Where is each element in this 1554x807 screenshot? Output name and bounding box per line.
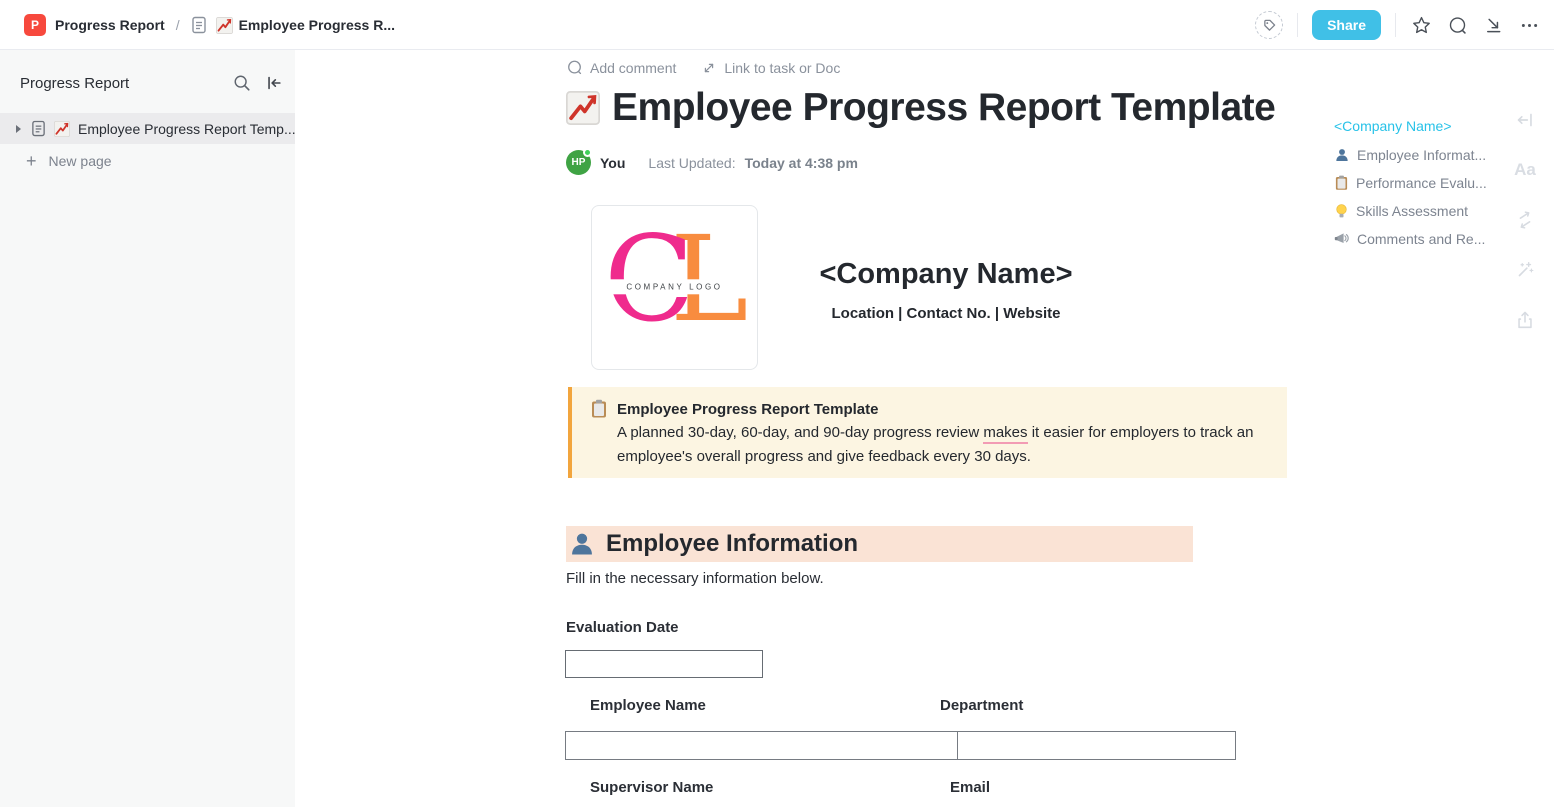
bulb-emoji-icon <box>1334 203 1349 219</box>
doc-page-icon <box>31 120 46 137</box>
outline-item-employee-information[interactable]: Employee Informat... <box>1334 147 1499 163</box>
department-field[interactable] <box>958 732 1235 759</box>
sidebar-title: Progress Report <box>20 74 130 92</box>
avatar[interactable]: HP <box>566 148 592 175</box>
share-button[interactable]: Share <box>1312 10 1381 40</box>
collapse-sidebar-icon[interactable] <box>265 74 283 92</box>
comments-icon[interactable] <box>1446 14 1468 36</box>
employee-name-label: Employee Name <box>590 697 706 714</box>
topbar-actions: Share <box>1255 0 1540 50</box>
employee-name-field[interactable] <box>566 732 958 759</box>
company-name-placeholder[interactable]: <Company Name> <box>819 258 1073 290</box>
sidebar-header: Progress Report <box>20 74 283 92</box>
sidebar-item-label: Employee Progress Report Temp... <box>78 120 295 137</box>
section-title: Employee Information <box>606 530 859 557</box>
link-to-task-button[interactable]: Link to task or Doc <box>701 60 840 76</box>
chart-increasing-icon <box>215 16 233 34</box>
chart-increasing-icon <box>566 91 600 125</box>
export-icon[interactable] <box>1513 308 1537 332</box>
company-block: <Company Name> Location | Contact No. | … <box>806 258 1086 322</box>
add-tag-button[interactable] <box>1255 11 1284 39</box>
font-settings-icon[interactable]: Aa <box>1514 160 1536 179</box>
top-bar: P Progress Report / Employee Progress R.… <box>0 0 1554 50</box>
link-icon <box>701 60 717 76</box>
callout-body: A planned 30-day, 60-day, and 90-day pro… <box>617 424 1254 465</box>
online-status-dot <box>583 148 592 157</box>
clipboard-emoji-icon <box>590 399 608 419</box>
supervisor-name-label: Supervisor Name <box>590 779 714 796</box>
commented-word[interactable]: makes <box>983 424 1028 444</box>
chart-increasing-icon <box>54 120 70 137</box>
breadcrumb-separator: / <box>175 17 180 33</box>
import-export-icon[interactable] <box>1482 14 1504 36</box>
relationships-icon[interactable] <box>1513 208 1537 232</box>
evaluation-date-label: Evaluation Date <box>566 619 679 636</box>
search-icon[interactable] <box>233 74 251 92</box>
comment-bubble-icon <box>566 59 583 76</box>
person-emoji-icon <box>1334 147 1350 163</box>
page-title[interactable]: Employee Progress Report Template <box>612 86 1276 129</box>
topbar-divider <box>1395 13 1396 37</box>
more-options-icon[interactable] <box>1518 14 1540 36</box>
section-subtitle: Fill in the necessary information below. <box>566 570 824 587</box>
company-details[interactable]: Location | Contact No. | Website <box>831 305 1061 322</box>
magic-wand-icon[interactable] <box>1513 258 1537 282</box>
outline-item-comments-recommendation[interactable]: Comments and Re... <box>1334 231 1499 247</box>
sidebar-item-employee-progress-report[interactable]: Employee Progress Report Temp... <box>0 113 295 144</box>
author-name[interactable]: You <box>600 154 626 171</box>
department-label: Department <box>940 697 1024 714</box>
expand-chevron-icon[interactable] <box>14 124 23 134</box>
megaphone-emoji-icon <box>1334 231 1350 247</box>
doc-tools-strip: Aa <box>1510 108 1540 332</box>
plus-icon: + <box>26 151 37 171</box>
clipboard-emoji-icon <box>1334 175 1349 191</box>
doc-byline: HP You Last Updated: Today at 4:38 pm <box>566 148 858 175</box>
evaluation-date-field[interactable] <box>565 650 763 678</box>
new-page-label: New page <box>48 153 112 169</box>
callout-title: Employee Progress Report Template <box>617 401 879 418</box>
callout-banner[interactable]: Employee Progress Report Template A plan… <box>568 387 1287 478</box>
outline-item-company-name[interactable]: <Company Name> <box>1334 118 1452 134</box>
company-logo-image[interactable]: L C COMPANY LOGO <box>591 205 758 370</box>
pages-sidebar: Progress Report Employee Progress Report… <box>0 50 295 807</box>
doc-outline: <Company Name> Employee Informat... Perf… <box>1334 118 1499 259</box>
doc-page-icon <box>191 16 207 34</box>
favorite-star-icon[interactable] <box>1410 14 1432 36</box>
breadcrumb: P Progress Report / Employee Progress R.… <box>24 0 395 50</box>
breadcrumb-root[interactable]: Progress Report <box>55 17 165 33</box>
last-updated-label: Last Updated: <box>648 154 736 171</box>
logo-caption: COMPANY LOGO <box>592 278 757 294</box>
last-updated-value[interactable]: Today at 4:38 pm <box>744 154 858 171</box>
doc-title-row: Employee Progress Report Template <box>566 86 1276 130</box>
employee-info-table-row <box>565 731 1236 760</box>
new-page-button[interactable]: + New page <box>26 152 112 170</box>
person-emoji-icon <box>568 530 596 558</box>
outline-item-skills-assessment[interactable]: Skills Assessment <box>1334 203 1499 219</box>
topbar-divider <box>1297 13 1299 37</box>
collapse-panel-icon[interactable] <box>1513 108 1537 132</box>
add-comment-button[interactable]: Add comment <box>566 59 676 76</box>
email-label: Email <box>950 779 991 796</box>
section-employee-information: Employee Information <box>566 526 1193 562</box>
doc-toolbar: Add comment Link to task or Doc <box>566 59 840 76</box>
outline-item-performance-evaluation[interactable]: Performance Evalu... <box>1334 175 1499 191</box>
tag-icon <box>1263 19 1276 32</box>
breadcrumb-doc[interactable]: Employee Progress R... <box>215 16 395 34</box>
workspace-badge[interactable]: P <box>24 14 46 36</box>
